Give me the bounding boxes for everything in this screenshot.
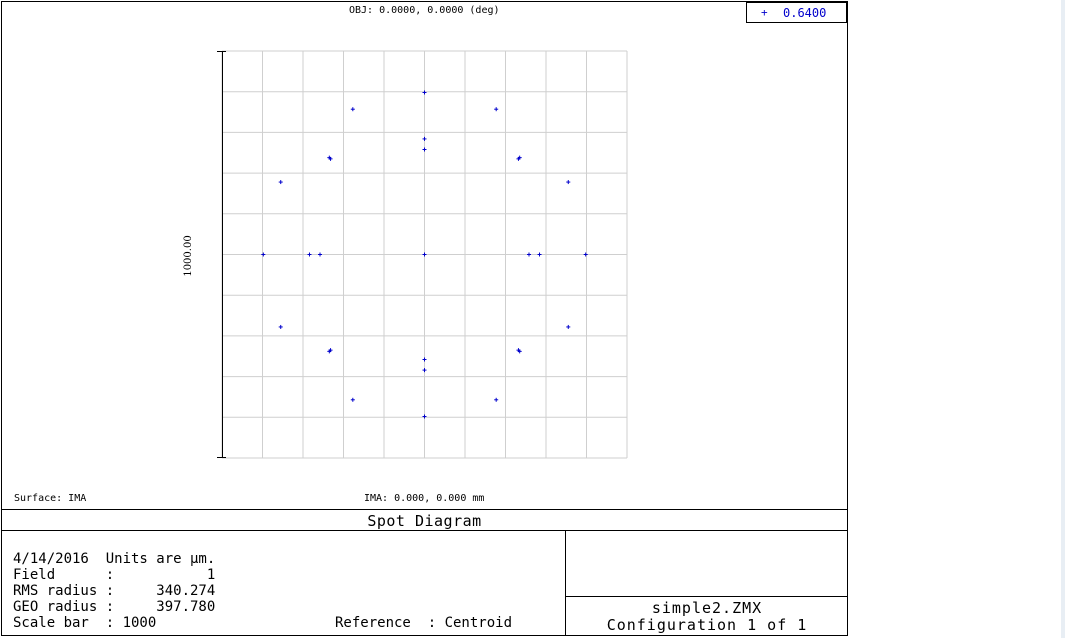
file-name: simple2.ZMX bbox=[651, 599, 763, 617]
configuration-text: Configuration 1 of 1 bbox=[606, 616, 808, 634]
spot-point bbox=[422, 136, 427, 141]
scale-bar bbox=[217, 51, 226, 458]
chart-title: Spot Diagram bbox=[367, 512, 482, 530]
spot-point bbox=[517, 349, 522, 354]
spot-point bbox=[422, 90, 427, 95]
legend-wavelength: 0.6400 bbox=[783, 6, 827, 20]
wavelength-legend: + 0.6400 bbox=[746, 2, 847, 23]
spot-point bbox=[422, 414, 427, 419]
info-divider bbox=[565, 530, 566, 636]
scale-bar-label: 1000.00 bbox=[183, 235, 194, 276]
spot-point bbox=[261, 252, 266, 257]
spot-points bbox=[261, 90, 588, 419]
date-units-text: 4/14/2016 Units are µm. bbox=[13, 551, 216, 567]
title-bar: Spot Diagram bbox=[1, 509, 848, 531]
scale-bar-text: Scale bar : 1000 bbox=[13, 615, 157, 631]
spot-point bbox=[494, 107, 499, 112]
spot-point bbox=[278, 324, 283, 329]
image-coordinates-label: IMA: 0.000, 0.000 mm bbox=[364, 493, 485, 504]
spot-point bbox=[350, 397, 355, 402]
spot-point bbox=[537, 252, 542, 257]
reference-text: Reference : Centroid bbox=[335, 615, 513, 631]
spot-point bbox=[307, 252, 312, 257]
spot-point bbox=[422, 357, 427, 362]
spot-point bbox=[318, 252, 323, 257]
spot-point bbox=[517, 155, 522, 160]
rms-radius-text: RMS radius : 340.274 bbox=[13, 583, 216, 599]
spot-point bbox=[278, 180, 283, 185]
spot-point bbox=[422, 368, 427, 373]
spot-point bbox=[566, 324, 571, 329]
spot-point bbox=[422, 147, 427, 152]
legend-marker: + bbox=[761, 6, 768, 19]
spot-point bbox=[422, 252, 427, 257]
spot-point bbox=[526, 252, 531, 257]
spot-point bbox=[327, 349, 332, 354]
spot-point bbox=[494, 397, 499, 402]
window-edge bbox=[1061, 0, 1065, 638]
spot-point bbox=[327, 155, 332, 160]
object-field-label: OBJ: 0.0000, 0.0000 (deg) bbox=[349, 5, 500, 16]
file-divider bbox=[565, 596, 848, 597]
spot-point bbox=[566, 180, 571, 185]
field-text: Field : 1 bbox=[13, 567, 216, 583]
surface-label: Surface: IMA bbox=[14, 493, 87, 504]
spot-point bbox=[350, 107, 355, 112]
spot-point bbox=[583, 252, 588, 257]
geo-radius-text: GEO radius : 397.780 bbox=[13, 599, 216, 615]
